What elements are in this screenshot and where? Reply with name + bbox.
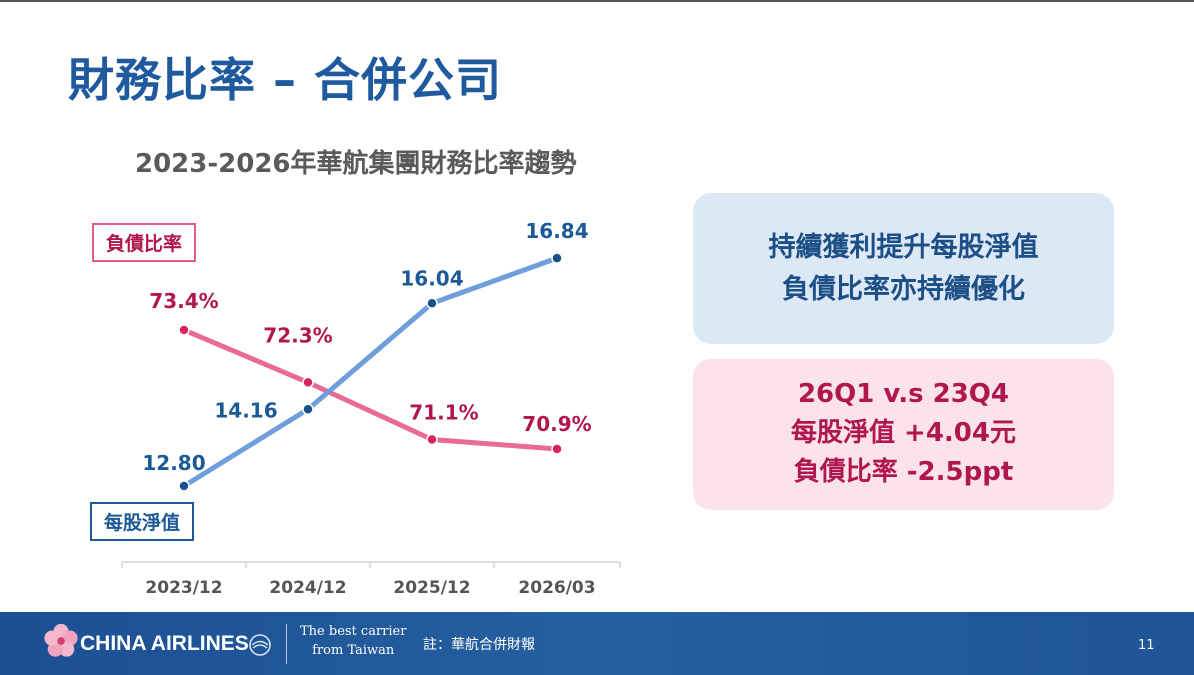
debt-ratio-data-label: 71.1% xyxy=(409,400,478,424)
skyteam-icon xyxy=(249,634,271,656)
comparison-line: 負債比率 -2.5ppt xyxy=(793,457,1014,487)
x-tick-label: 2023/12 xyxy=(145,578,222,598)
footer-bar: CHINA AIRLINES The best carrier from Tai… xyxy=(0,612,1194,675)
debt-ratio-point xyxy=(178,324,190,336)
x-tick-label: 2025/12 xyxy=(393,578,470,598)
source-note: 註：華航合併財報 xyxy=(423,637,535,653)
x-tick-label: 2024/12 xyxy=(269,578,346,598)
debt-ratio-data-label: 72.3% xyxy=(263,323,332,347)
nav-per-share-line xyxy=(181,255,560,489)
comparison-line: 每股淨值 +4.04元 xyxy=(791,418,1016,448)
highlight-line: 持續獲利提升每股淨值 xyxy=(768,232,1039,263)
nav-per-share-data-label: 12.80 xyxy=(142,451,205,475)
ratio-trend-chart: 2023/12 2024/12 2025/12 2026/03 73.4% 72.3% 71… xyxy=(121,219,621,598)
debt-ratio-point xyxy=(551,443,563,455)
nav-per-share-data-label: 16.04 xyxy=(400,266,463,290)
nav-per-share-point xyxy=(426,297,438,310)
nav-per-share-data-label: 16.84 xyxy=(525,219,588,243)
nav-per-share-point xyxy=(302,403,314,416)
slogan-line: from Taiwan xyxy=(312,643,395,658)
nav-per-share-data-label: 14.16 xyxy=(214,398,277,422)
debt-ratio-point xyxy=(426,433,438,446)
highlight-line: 負債比率亦持續優化 xyxy=(782,274,1025,305)
highlight-card: 持續獲利提升每股淨值 負債比率亦持續優化 xyxy=(693,193,1114,344)
legend-debt-ratio: 負債比率 xyxy=(92,223,197,262)
top-border xyxy=(0,0,1194,2)
legend-nav-per-share: 每股淨值 xyxy=(90,502,195,541)
nav-per-share-point xyxy=(178,480,190,492)
x-tick-label: 2026/03 xyxy=(518,578,595,598)
footer-divider xyxy=(286,624,287,664)
comparison-card: 26Q1 v.s 23Q4 每股淨值 +4.04元 負債比率 -2.5ppt xyxy=(693,359,1114,510)
nav-per-share-point xyxy=(551,252,563,264)
page-number: 11 xyxy=(1138,638,1155,653)
comparison-line: 26Q1 v.s 23Q4 xyxy=(797,379,1010,409)
chart-title: 2023-2026年華航集團財務比率趨勢 xyxy=(135,149,577,179)
debt-ratio-line xyxy=(181,327,560,452)
brand-name: CHINA AIRLINES xyxy=(80,632,249,655)
debt-ratio-data-label: 70.9% xyxy=(522,412,591,436)
debt-ratio-point xyxy=(302,376,314,389)
slogan: The best carrier from Taiwan xyxy=(300,622,406,660)
page-title: 財務比率 – 合併公司 xyxy=(68,53,503,107)
plum-blossom-logo-icon xyxy=(44,623,78,657)
debt-ratio-data-label: 73.4% xyxy=(149,289,218,313)
slogan-line: The best carrier xyxy=(300,624,407,639)
